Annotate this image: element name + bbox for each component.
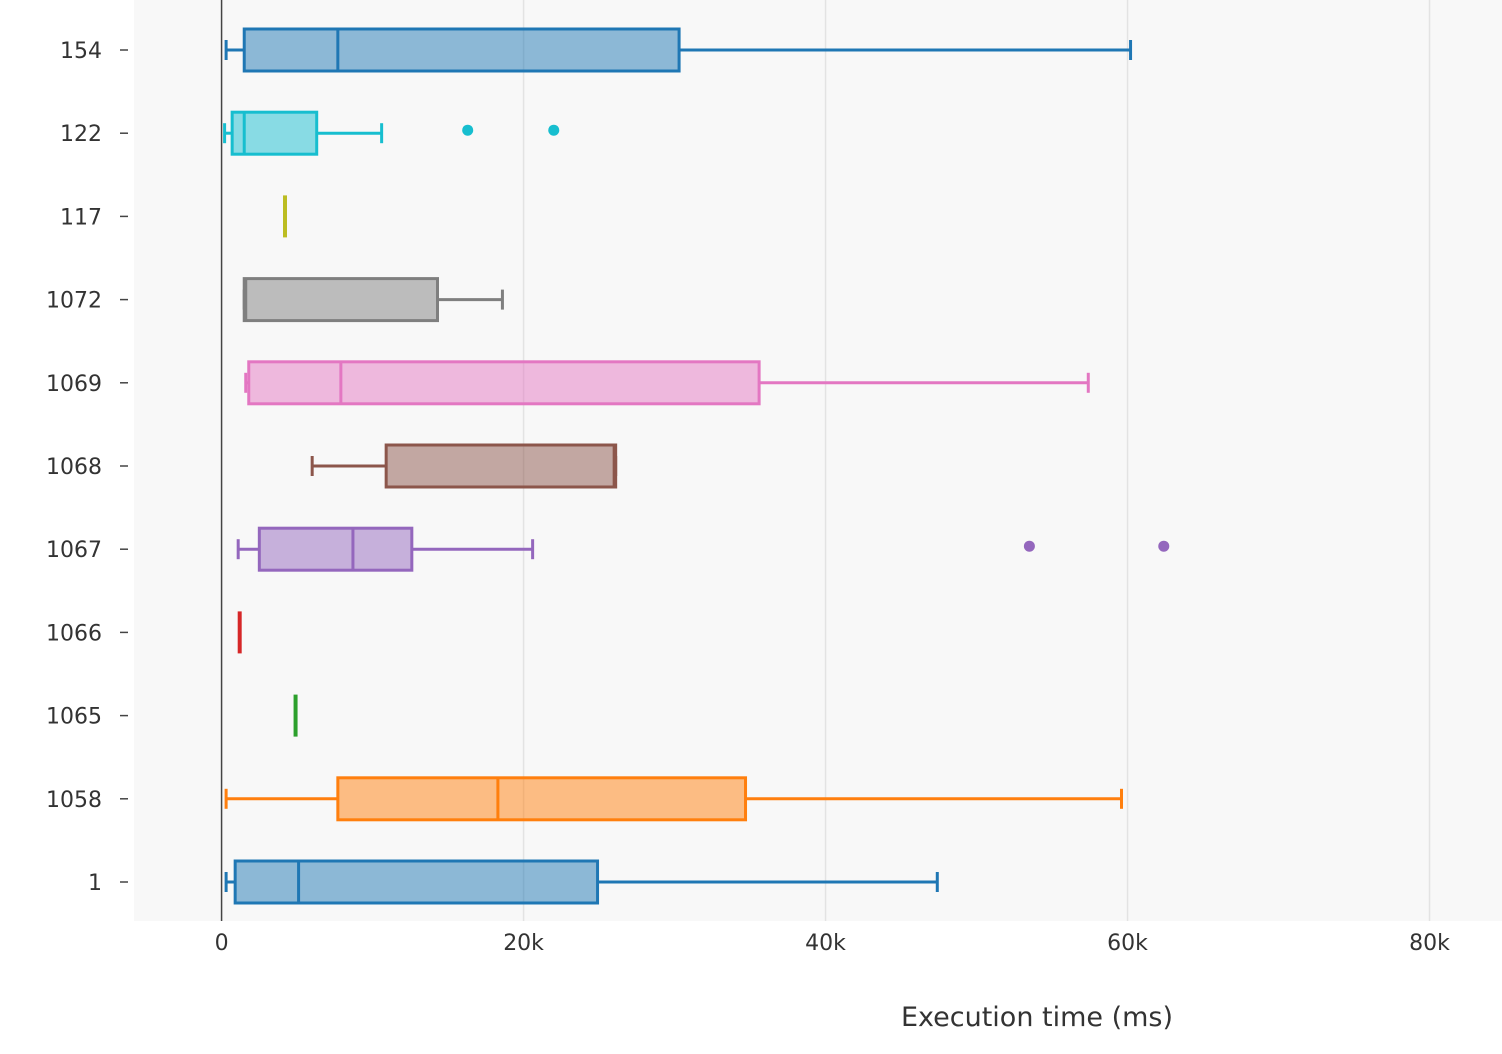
box-1068 xyxy=(310,443,618,489)
x-tick-label: 0 xyxy=(215,931,229,956)
y-tick-label: 117 xyxy=(60,205,102,230)
y-tick-label: 1065 xyxy=(46,705,102,730)
x-tick-label: 80k xyxy=(1409,931,1450,956)
outlier-point xyxy=(462,124,474,136)
box-series xyxy=(223,27,1170,905)
y-tick-label: 1067 xyxy=(46,538,102,563)
iqr-box xyxy=(247,360,761,406)
box-1 xyxy=(224,859,939,905)
y-tick-label: 1 xyxy=(88,871,102,896)
iqr-box xyxy=(230,110,319,156)
iqr-box xyxy=(242,27,681,73)
x-tick-label: 20k xyxy=(503,931,544,956)
y-tick-label: 1069 xyxy=(46,372,102,397)
box-154 xyxy=(224,27,1133,73)
y-tick-label: 1068 xyxy=(46,455,102,480)
x-axis-title: Execution time (ms) xyxy=(901,1002,1173,1033)
box-1058 xyxy=(224,776,1123,822)
iqr-box xyxy=(233,859,600,905)
y-tick-label: 1072 xyxy=(46,289,102,314)
plot-background xyxy=(134,0,1502,921)
outlier-point xyxy=(1158,540,1170,552)
y-tick-label: 122 xyxy=(60,122,102,147)
x-tick-label: 60k xyxy=(1107,931,1148,956)
y-tick-label: 154 xyxy=(60,39,102,64)
x-axis: 0 20k 40k 60k 80k xyxy=(215,931,1451,956)
box-1067 xyxy=(236,526,1170,572)
box-122 xyxy=(223,110,560,156)
iqr-box xyxy=(257,526,414,572)
box-1069 xyxy=(244,360,1090,406)
y-tick-label: 1058 xyxy=(46,788,102,813)
outlier-point xyxy=(548,124,560,136)
box-1072 xyxy=(242,277,504,323)
y-axis: 154 122 117 1072 1069 1068 1067 1066 1065 1058 1 xyxy=(46,39,128,896)
iqr-box xyxy=(384,443,618,489)
x-tick-label: 40k xyxy=(805,931,846,956)
outlier-point xyxy=(1023,540,1035,552)
y-tick-label: 1066 xyxy=(46,621,102,646)
iqr-box xyxy=(242,277,439,323)
iqr-box xyxy=(336,776,748,822)
